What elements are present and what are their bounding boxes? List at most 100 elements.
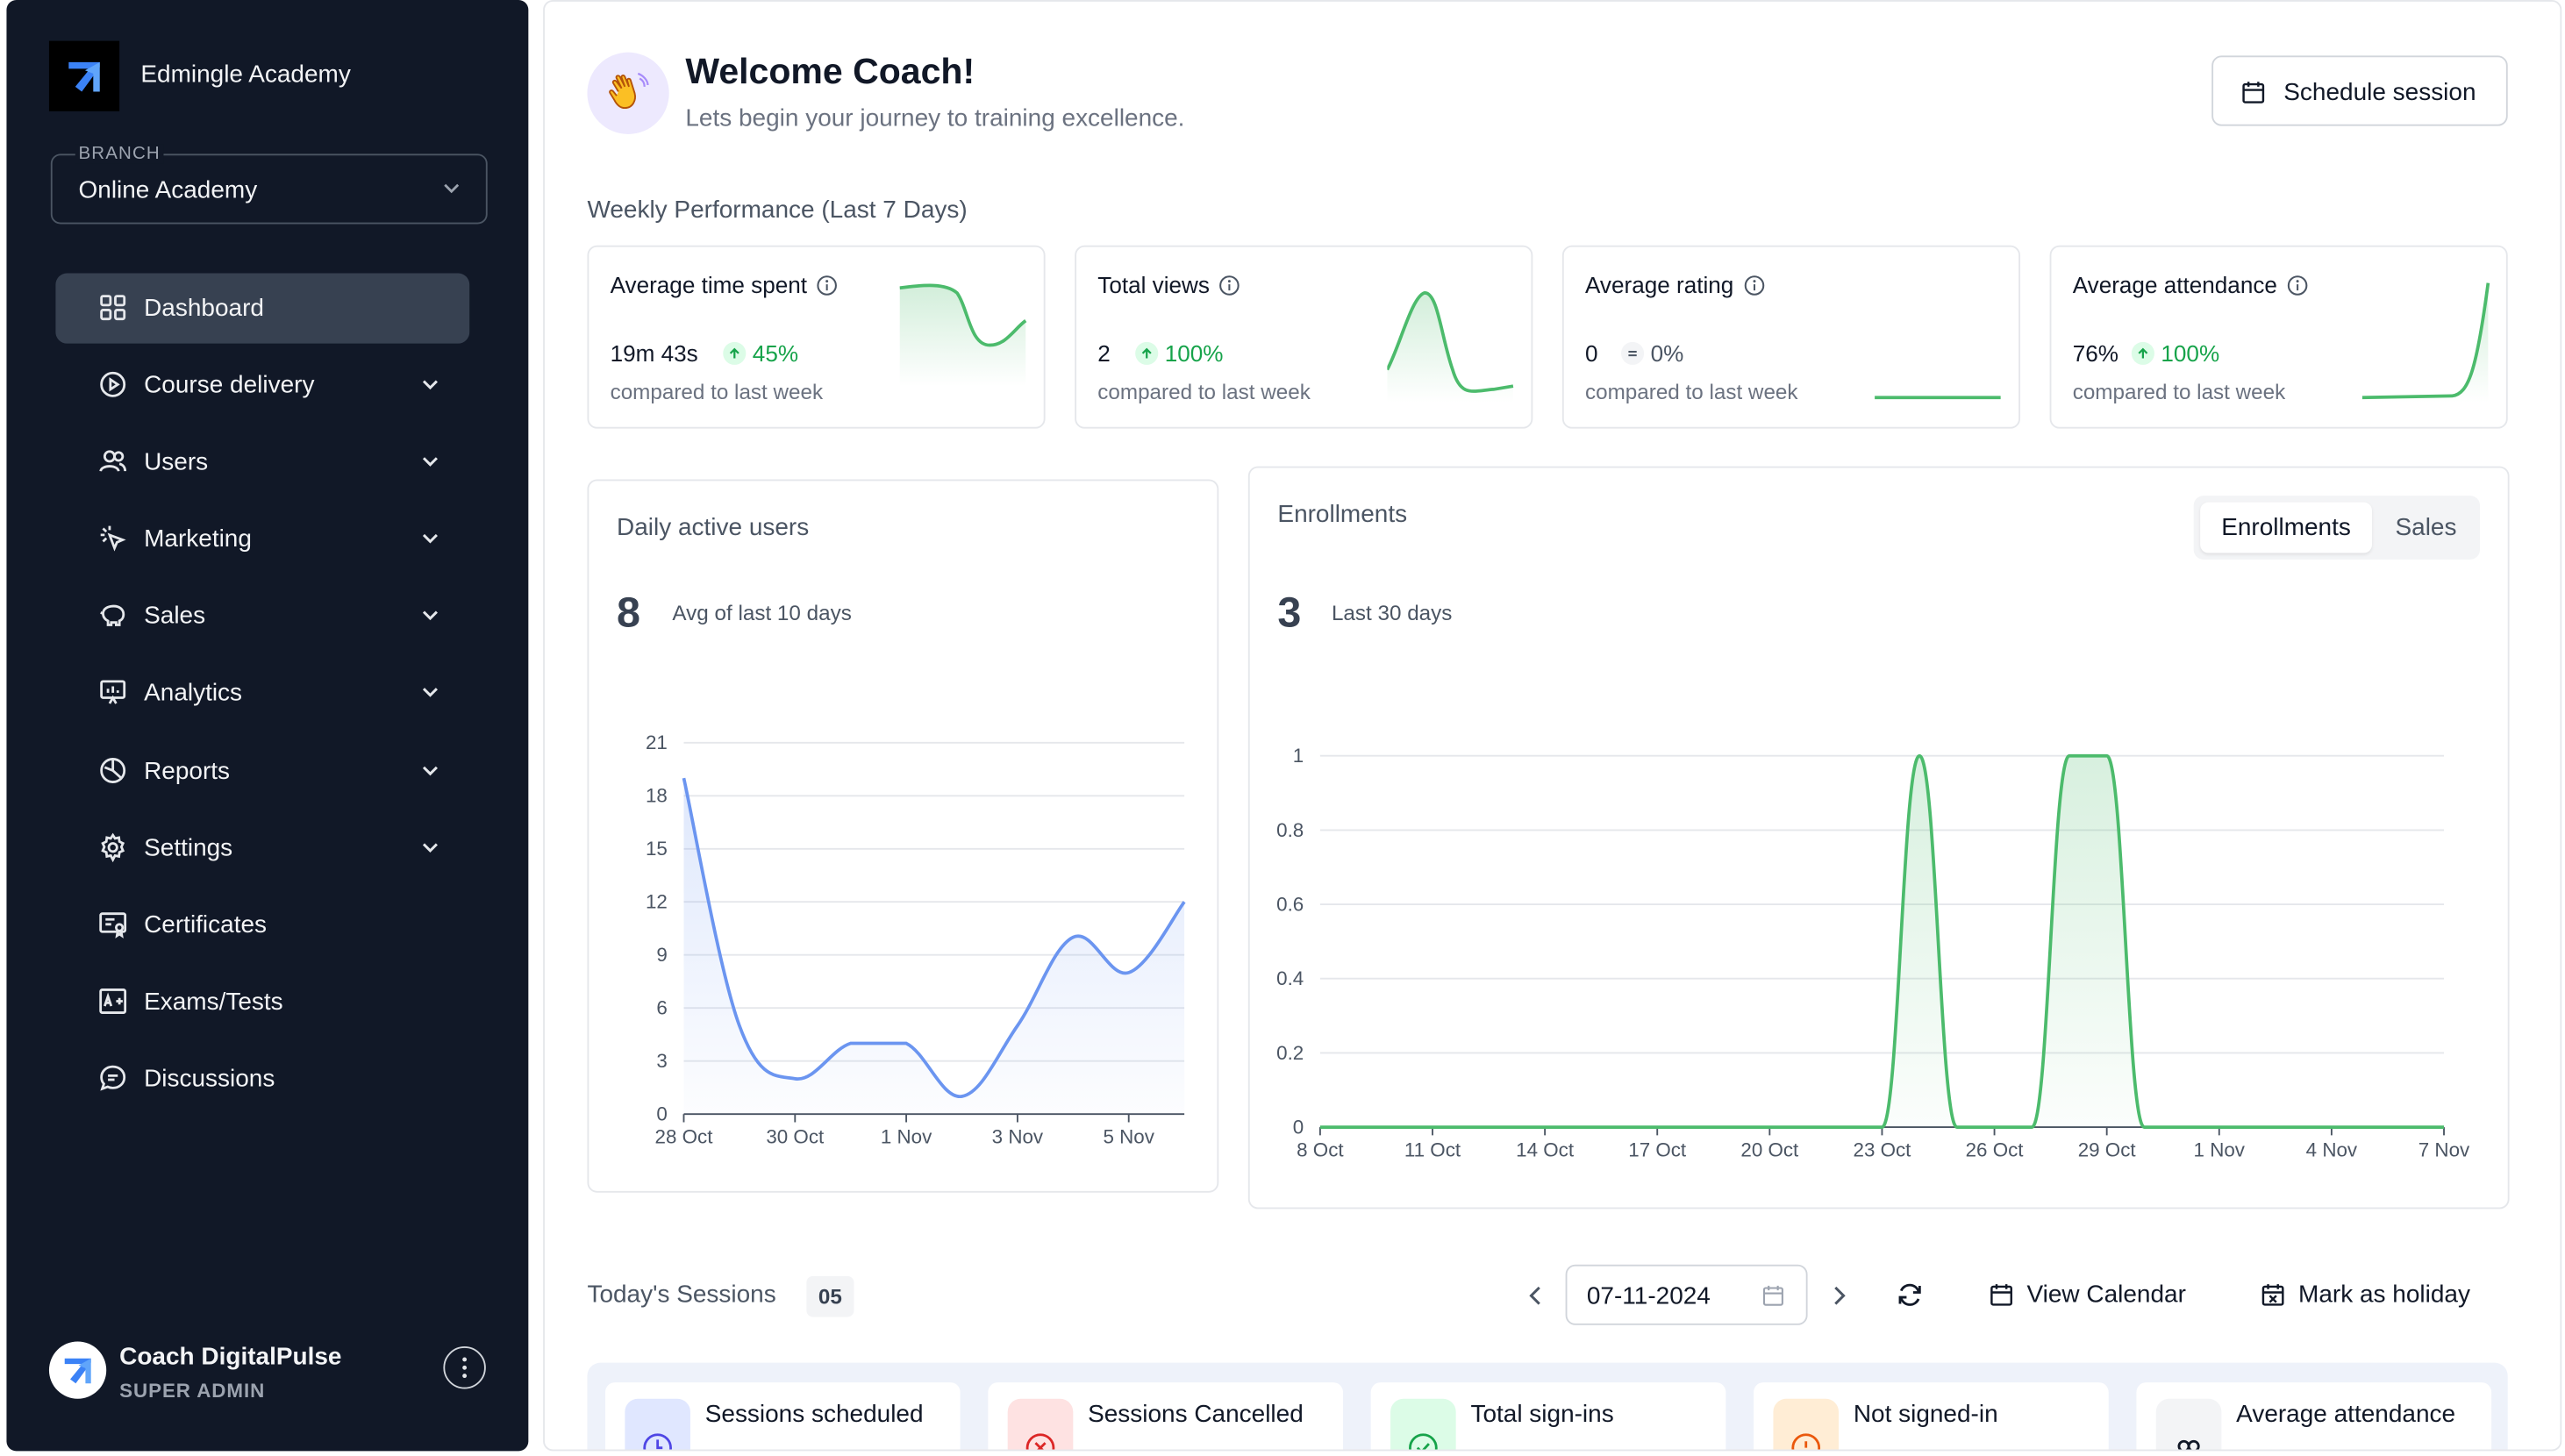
arrow-up-icon: [2131, 341, 2154, 365]
mark-holiday-button[interactable]: Mark as holiday: [2261, 1281, 2470, 1309]
chevron-down-icon: [422, 688, 438, 697]
x-tick-label: 5 Nov: [1104, 1126, 1155, 1148]
sidebar-item-reports[interactable]: Reports: [55, 736, 469, 806]
kpi-compare-text: compared to last week: [1584, 379, 1798, 404]
chevron-down-icon: [422, 610, 438, 621]
sidebar-item-discussions[interactable]: Discussions: [55, 1044, 469, 1114]
session-date-input[interactable]: 07-11-2024: [1565, 1264, 1808, 1325]
info-icon[interactable]: [2287, 274, 2308, 295]
kpi-card-avg-rating: Average rating 0 0% compared to last wee…: [1561, 245, 2021, 429]
enroll-subtitle: Last 30 days: [1331, 600, 1453, 625]
info-icon[interactable]: [1744, 274, 1765, 295]
kpi-value: 19m 43s: [610, 339, 698, 367]
pie-chart-icon: [100, 758, 126, 783]
x-tick-label: 3 Nov: [992, 1126, 1044, 1148]
info-icon[interactable]: [1219, 274, 1240, 295]
stat-total-sign-ins[interactable]: Total sign-ins: [1370, 1382, 1726, 1450]
y-tick-label: 0.6: [1276, 894, 1304, 916]
session-date-value: 07-11-2024: [1586, 1282, 1711, 1310]
y-tick-label: 0.8: [1276, 819, 1304, 841]
stat-sessions-cancelled[interactable]: Sessions Cancelled: [988, 1382, 1343, 1450]
sidebar-item-label: Users: [144, 448, 209, 476]
stat-sessions-scheduled[interactable]: Sessions scheduled: [604, 1382, 961, 1450]
dau-subtitle: Avg of last 10 days: [672, 600, 852, 625]
sidebar-item-settings[interactable]: Settings: [55, 813, 469, 883]
x-tick-label: 29 Oct: [2078, 1139, 2137, 1161]
sidebar-item-dashboard[interactable]: Dashboard: [55, 273, 470, 344]
kpi-change: 0%: [1621, 340, 1683, 367]
branch-select[interactable]: BRANCH Online Academy: [50, 144, 488, 225]
cursor-click-icon: [100, 525, 126, 552]
kpi-card-avg-time: Average time spent 19m 43s 45% compared …: [587, 245, 1046, 429]
x-tick-label: 8 Oct: [1297, 1139, 1344, 1161]
x-tick-label: 28 Oct: [655, 1126, 714, 1148]
users-icon: [99, 450, 127, 472]
sidebar-item-label: Exams/Tests: [144, 988, 283, 1017]
calendar-icon: [2242, 82, 2265, 103]
chat-icon: [100, 1065, 126, 1091]
series-line: [1319, 753, 2445, 1129]
play-circle-icon: [100, 371, 126, 397]
todays-sessions-title: Today's Sessions: [587, 1281, 776, 1310]
check-circle-icon: [1390, 1398, 1456, 1450]
sidebar-item-label: Settings: [144, 834, 233, 862]
y-tick-label: 21: [646, 732, 668, 753]
kpi-value: 2: [1097, 339, 1111, 367]
clock-icon: [625, 1398, 690, 1450]
certificate-icon: [99, 912, 127, 939]
waving-hand-icon: [587, 52, 669, 134]
exam-icon: [99, 989, 127, 1014]
x-tick-label: 20 Oct: [1740, 1139, 1799, 1161]
stat-average-attendance[interactable]: Average attendance: [2136, 1382, 2492, 1450]
sidebar-item-marketing[interactable]: Marketing: [55, 503, 469, 574]
branch-label: BRANCH: [75, 144, 164, 164]
sidebar-item-users[interactable]: Users: [55, 427, 469, 497]
sidebar-item-analytics[interactable]: Analytics: [55, 658, 469, 728]
series-area: [1319, 755, 2445, 1128]
user-menu-button[interactable]: [443, 1346, 486, 1389]
chevron-left-icon[interactable]: [1523, 1282, 1549, 1309]
sidebar-item-certificates[interactable]: Certificates: [55, 890, 469, 960]
kpi-card-total-views: Total views 2 100% compared to last week: [1075, 245, 1533, 429]
sidebar-item-course-delivery[interactable]: Course delivery: [55, 350, 469, 420]
attendance-icon: [2155, 1398, 2222, 1450]
kpi-title: Average rating: [1584, 271, 1734, 298]
arrow-up-icon: [1135, 341, 1159, 365]
chevron-down-icon: [422, 766, 438, 776]
equals-icon: [1621, 341, 1645, 365]
sidebar-item-label: Analytics: [144, 679, 243, 707]
tab-sales[interactable]: Sales: [2395, 513, 2457, 542]
schedule-session-button[interactable]: Schedule session: [2211, 55, 2508, 126]
sparkline-avg-attendance: [2361, 282, 2490, 403]
calendar-x-icon: [2261, 1284, 2284, 1306]
stat-not-signed-in[interactable]: Not signed-in: [1754, 1382, 2109, 1450]
sidebar-item-sales[interactable]: Sales: [55, 581, 469, 651]
enroll-sales-toggle: Enrollments Sales: [2193, 496, 2481, 560]
user-role: SUPER ADMIN: [119, 1379, 266, 1402]
y-tick-label: 12: [646, 891, 668, 913]
kpi-change: 100%: [2131, 340, 2219, 367]
y-tick-label: 9: [656, 944, 667, 966]
chevron-down-icon: [422, 457, 438, 467]
y-tick-label: 0.2: [1276, 1042, 1304, 1064]
piggy-bank-icon: [100, 604, 125, 626]
enrollments-card: Enrollments 3 Last 30 days Enrollments S…: [1247, 466, 2510, 1210]
chevron-right-icon[interactable]: [1826, 1282, 1852, 1309]
more-vertical-icon: [462, 1357, 468, 1379]
avatar[interactable]: [48, 1341, 107, 1399]
refresh-icon[interactable]: [1896, 1281, 1924, 1309]
academy-logo[interactable]: [48, 40, 120, 111]
view-calendar-button[interactable]: View Calendar: [1990, 1281, 2186, 1309]
y-tick-label: 18: [646, 785, 668, 807]
calendar-icon: [1762, 1285, 1783, 1306]
x-tick-label: 7 Nov: [2419, 1139, 2470, 1161]
tab-enrollments[interactable]: Enrollments: [2200, 502, 2372, 553]
x-tick-label: 23 Oct: [1854, 1139, 1912, 1161]
sparkline-avg-rating: [1875, 396, 2001, 400]
sessions-count-badge: 05: [806, 1275, 854, 1317]
y-tick-label: 0: [1293, 1117, 1304, 1138]
series-line: [682, 777, 1186, 1098]
card-title: Enrollments: [1277, 500, 1408, 529]
sidebar-item-exams[interactable]: Exams/Tests: [55, 967, 469, 1037]
info-icon[interactable]: [817, 274, 838, 295]
